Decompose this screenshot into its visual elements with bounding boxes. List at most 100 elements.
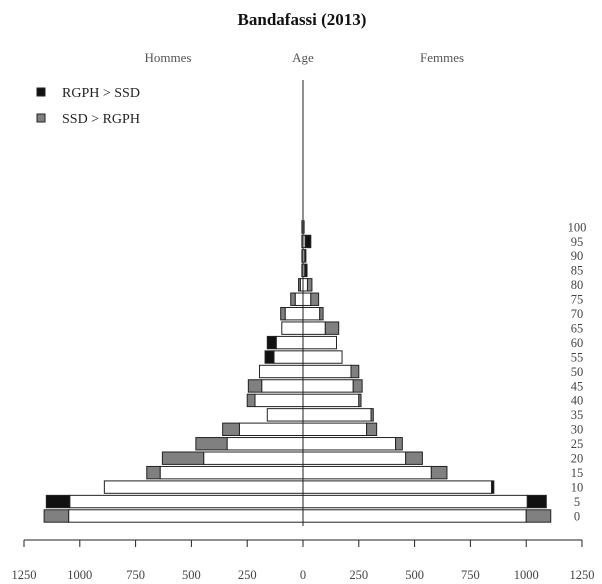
age-label-30: 30 <box>571 423 584 437</box>
males-header: Hommes <box>145 50 192 65</box>
female-bar-ssd-gt-rgph-45 <box>352 379 363 393</box>
x-tick-label--1000: 1000 <box>67 568 92 582</box>
female-bar-ssd-gt-rgph-25 <box>395 437 403 451</box>
male-bar-rgph-gt-ssd-60 <box>266 335 277 350</box>
male-bar-base-5 <box>69 494 304 509</box>
female-bar-base-5 <box>302 494 528 509</box>
male-bar-base-30 <box>238 422 304 437</box>
female-bar-base-70 <box>302 307 321 321</box>
female-bar-ssd-gt-rgph-70 <box>319 307 324 321</box>
female-bar-ssd-gt-rgph-0 <box>525 509 552 523</box>
male-bar-ssd-gt-rgph-40 <box>246 393 256 408</box>
age-header: Age <box>292 50 314 65</box>
age-label-95: 95 <box>571 235 584 249</box>
age-label-35: 35 <box>571 408 584 422</box>
age-label-15: 15 <box>571 466 584 480</box>
male-bar-ssd-gt-rgph-20 <box>161 451 205 465</box>
male-bar-ssd-gt-rgph-70 <box>280 307 286 321</box>
female-bar-base-60 <box>302 335 337 350</box>
female-bar-rgph-gt-ssd-10 <box>491 480 495 494</box>
x-tick-label-250: 250 <box>349 568 368 582</box>
female-bar-rgph-gt-ssd-5 <box>526 494 547 509</box>
female-bar-base-15 <box>302 465 432 480</box>
male-bar-base-20 <box>203 451 304 465</box>
male-bar-ssd-gt-rgph-25 <box>195 437 228 451</box>
male-bar-ssd-gt-rgph-0 <box>43 509 70 523</box>
age-label-45: 45 <box>571 379 584 393</box>
female-bar-ssd-gt-rgph-20 <box>405 451 423 465</box>
age-label-10: 10 <box>571 480 584 494</box>
female-bar-ssd-gt-rgph-80 <box>306 278 313 292</box>
female-bar-rgph-gt-ssd-85 <box>304 263 308 278</box>
x-axis: 1250 1000 750 500 250 0 250 500 750 1000 1250 <box>12 539 595 582</box>
male-bar-rgph-gt-ssd-5 <box>45 494 71 509</box>
male-bar-ssd-gt-rgph-15 <box>146 465 161 480</box>
female-bar-base-35 <box>302 408 372 422</box>
female-bar-ssd-gt-rgph-65 <box>324 321 340 335</box>
male-bar-rgph-gt-ssd-55 <box>264 350 275 364</box>
x-tick-label-0: 0 <box>300 568 306 582</box>
age-label-70: 70 <box>571 307 584 321</box>
age-label-60: 60 <box>571 336 584 350</box>
age-label-40: 40 <box>571 394 584 408</box>
legend-swatch-ssd-gt-rgph <box>36 113 46 123</box>
age-label-90: 90 <box>571 249 584 263</box>
male-bar-base-75 <box>294 292 304 306</box>
age-labels-group: 0510152025303540455055606570758085909510… <box>568 220 587 523</box>
legend-swatch-rgph-gt-ssd <box>36 87 46 97</box>
male-bar-base-15 <box>159 465 304 480</box>
female-bar-base-50 <box>302 364 352 379</box>
male-bar-base-40 <box>254 393 304 408</box>
age-label-55: 55 <box>571 350 584 364</box>
male-bar-base-60 <box>275 335 304 350</box>
female-bar-base-25 <box>302 437 397 451</box>
x-tick-label--1250: 1250 <box>12 568 37 582</box>
x-tick-label--500: 500 <box>182 568 201 582</box>
age-label-65: 65 <box>571 321 584 335</box>
x-tick-label-750: 750 <box>461 568 480 582</box>
x-tick-label--750: 750 <box>126 568 145 582</box>
x-tick-label-1250: 1250 <box>570 568 595 582</box>
male-bar-base-65 <box>281 321 304 335</box>
female-bar-base-30 <box>302 422 368 437</box>
male-bar-base-0 <box>68 509 304 523</box>
x-tick-label-500: 500 <box>405 568 424 582</box>
male-bar-base-50 <box>258 364 304 379</box>
female-bar-ssd-gt-rgph-30 <box>366 422 378 437</box>
female-bar-base-65 <box>302 321 326 335</box>
female-bar-base-0 <box>302 509 527 523</box>
female-bar-base-55 <box>302 350 343 364</box>
age-label-80: 80 <box>571 278 584 292</box>
legend-label-ssd-gt-rgph: SSD > RGPH <box>62 112 140 127</box>
female-bar-base-75 <box>302 292 312 306</box>
age-label-75: 75 <box>571 293 584 307</box>
age-label-100: 100 <box>568 220 587 234</box>
female-bar-rgph-gt-ssd-95 <box>304 234 312 249</box>
legend-label-rgph-gt-ssd: RGPH > SSD <box>62 86 140 101</box>
male-bar-base-10 <box>103 480 304 494</box>
female-bar-ssd-gt-rgph-35 <box>370 408 374 422</box>
male-bar-base-70 <box>284 307 304 321</box>
x-tick-label--250: 250 <box>238 568 257 582</box>
female-bar-base-20 <box>302 451 407 465</box>
age-label-20: 20 <box>571 452 584 466</box>
female-bar-ssd-gt-rgph-15 <box>430 465 448 480</box>
female-bar-ssd-gt-rgph-75 <box>310 292 320 306</box>
female-bar-base-80 <box>302 278 308 292</box>
females-header: Femmes <box>420 50 464 65</box>
chart-title: Bandafassi (2013) <box>238 10 367 29</box>
male-bar-base-55 <box>273 350 304 364</box>
age-label-85: 85 <box>571 264 584 278</box>
female-bar-ssd-gt-rgph-40 <box>358 393 362 408</box>
x-tick-label-1000: 1000 <box>514 568 539 582</box>
female-bar-ssd-gt-rgph-50 <box>350 364 360 379</box>
female-bar-base-40 <box>302 393 360 408</box>
male-bar-base-25 <box>226 437 304 451</box>
male-bar-base-45 <box>261 379 304 393</box>
male-bar-ssd-gt-rgph-80 <box>298 278 301 292</box>
male-bar-ssd-gt-rgph-45 <box>247 379 263 393</box>
age-label-0: 0 <box>574 509 580 523</box>
female-bar-base-45 <box>302 379 354 393</box>
age-label-50: 50 <box>571 365 584 379</box>
age-label-5: 5 <box>574 495 580 509</box>
